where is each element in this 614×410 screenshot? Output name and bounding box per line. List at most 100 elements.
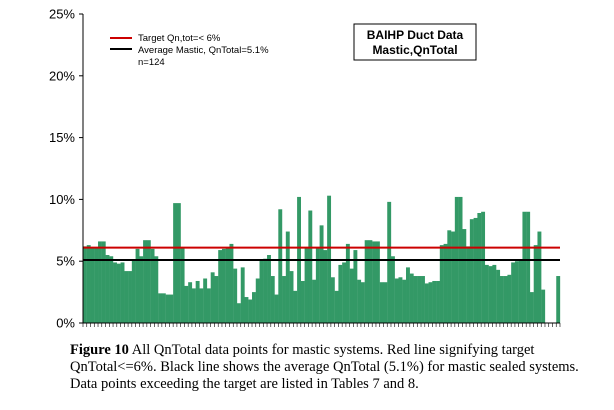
- bar: [109, 256, 114, 323]
- bar: [289, 271, 294, 323]
- bar: [522, 211, 527, 323]
- bar: [492, 264, 497, 323]
- reference-lines: [83, 246, 560, 261]
- bar: [139, 256, 144, 323]
- bar: [372, 241, 377, 323]
- bar: [154, 256, 159, 323]
- bar: [83, 246, 87, 323]
- bar: [511, 262, 516, 323]
- bar: [252, 292, 256, 323]
- bar: [199, 288, 204, 323]
- bar: [428, 282, 433, 323]
- bar: [338, 264, 343, 323]
- bar: [529, 292, 534, 323]
- sample-size-note: n=124: [138, 57, 165, 68]
- bar: [135, 248, 140, 323]
- bar: [345, 243, 350, 323]
- bar: [334, 290, 339, 323]
- bar: [499, 276, 504, 323]
- bar: [263, 258, 268, 323]
- bar: [113, 262, 117, 323]
- bar: [413, 276, 418, 323]
- bar: [267, 255, 271, 323]
- bar: [308, 210, 313, 323]
- bar: [357, 279, 362, 323]
- bar: [462, 229, 467, 323]
- bar: [270, 276, 275, 323]
- bar: [105, 255, 110, 323]
- bar: [364, 240, 369, 323]
- title-box-frame: [353, 23, 477, 61]
- bar: [101, 241, 106, 323]
- bar: [406, 267, 410, 323]
- bar: [387, 201, 392, 323]
- y-tick-label: 10%: [49, 192, 75, 207]
- bar: [379, 282, 384, 323]
- y-tick-label: 5%: [56, 254, 75, 269]
- chart: 0% 5% 10% 15% 20% 25% Target Qn,tot=< 6% Aver…: [49, 7, 561, 331]
- bar: [128, 271, 132, 323]
- bar: [158, 293, 163, 323]
- y-tick-label: 25%: [49, 7, 75, 22]
- bar: [349, 268, 354, 323]
- bar: [421, 276, 425, 323]
- bar: [518, 259, 523, 323]
- bar: [165, 294, 170, 323]
- bar: [533, 245, 538, 323]
- bar: [278, 209, 283, 323]
- bar: [319, 225, 324, 323]
- figure-caption: Figure 10 All QnTotal data points for ma…: [70, 342, 590, 393]
- chart-title-line-1: BAIHP Duct Data: [367, 28, 464, 42]
- bar: [402, 279, 407, 323]
- bar: [368, 240, 373, 323]
- bar: [255, 278, 260, 323]
- bar: [417, 276, 422, 323]
- bar: [503, 276, 508, 323]
- bar: [304, 247, 309, 323]
- bar: [451, 231, 455, 323]
- bar: [173, 203, 178, 323]
- figure-caption-text: All QnTotal data points for mastic syste…: [70, 342, 579, 392]
- figure-label: Figure 10: [70, 342, 129, 358]
- bar: [353, 250, 358, 323]
- bar: [240, 267, 245, 323]
- bar: [184, 285, 189, 323]
- bar: [473, 217, 478, 323]
- bar: [443, 243, 448, 323]
- bar: [526, 211, 531, 323]
- bar: [116, 263, 121, 323]
- bar: [218, 250, 223, 323]
- bar: [180, 247, 185, 323]
- bar: [312, 279, 317, 323]
- bar: [191, 288, 196, 323]
- bar: [233, 268, 238, 323]
- bar: [447, 230, 452, 323]
- bar: [398, 277, 403, 323]
- bar: [488, 266, 493, 323]
- bar: [150, 248, 155, 323]
- bar: [541, 289, 546, 323]
- bar: [436, 280, 440, 323]
- bar: [169, 294, 174, 323]
- bar: [221, 248, 226, 323]
- bar: [394, 278, 399, 323]
- bar: [143, 240, 147, 323]
- bar: [300, 280, 305, 323]
- bar: [120, 262, 125, 323]
- bar: [195, 280, 200, 323]
- bar: [342, 262, 347, 323]
- bar: [360, 282, 365, 323]
- bar: [293, 290, 298, 323]
- bar: [424, 283, 429, 323]
- bar: [481, 211, 486, 323]
- bar: [556, 276, 561, 323]
- bar: [214, 276, 219, 323]
- legend: Target Qn,tot=< 6% Average Mastic, QnTot…: [110, 33, 269, 68]
- bar: [90, 247, 95, 323]
- legend-label-average: Average Mastic, QnTotal=5.1%: [138, 45, 269, 56]
- bar: [514, 261, 519, 323]
- bar: [383, 282, 388, 323]
- bar: [259, 259, 264, 323]
- bar: [507, 274, 512, 323]
- bar: [315, 247, 320, 323]
